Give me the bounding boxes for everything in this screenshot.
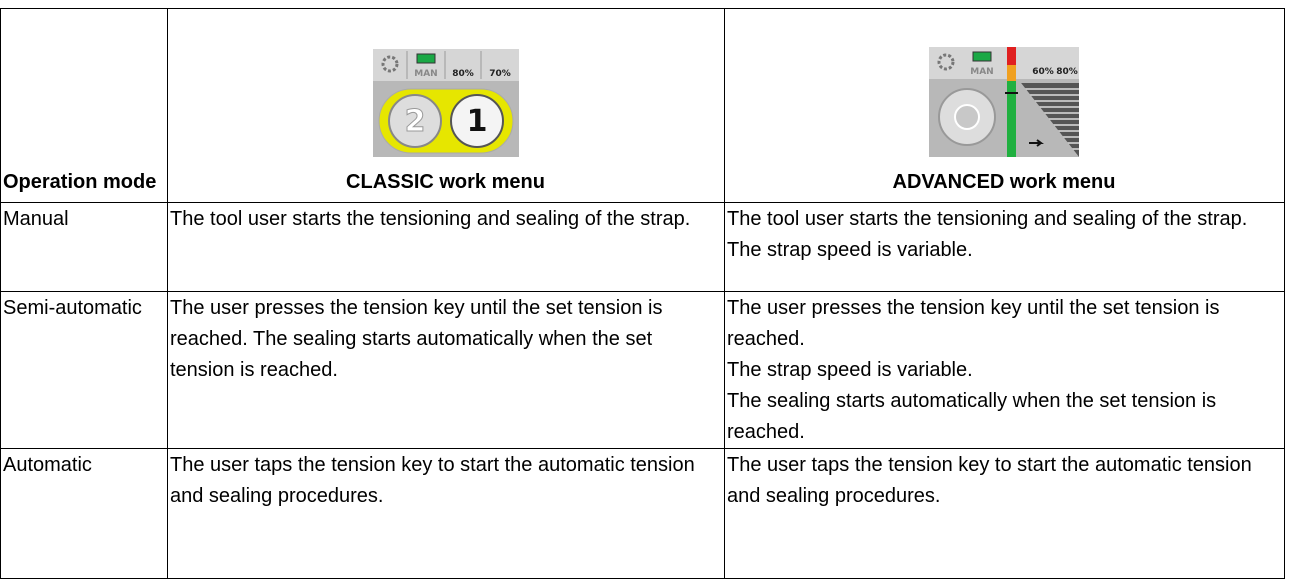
cell-text: The user presses the tension key until t… (170, 297, 663, 381)
page: Operation mode MAN 80% 70% 2 1 CLASSIC w… (0, 8, 1285, 579)
header-cell: Operation mode (0, 8, 168, 203)
cell: Semi-automatic (0, 291, 168, 449)
row: Semi-automatic The user presses the tens… (0, 291, 1285, 449)
cell: The user presses the tension key until t… (167, 291, 725, 449)
icon-text: 80% (452, 69, 474, 79)
mode-name: Manual (3, 208, 69, 230)
header-cell: MAN 80% 70% 2 1 CLASSIC work menu (167, 8, 725, 203)
cell: The user taps the tension key to start t… (167, 448, 725, 579)
classic-icon: MAN 80% 70% 2 1 (372, 49, 519, 157)
cell: The user presses the tension key until t… (724, 291, 1285, 449)
header-text: Operation mode (3, 171, 157, 193)
cell: The tool user starts the tensioning and … (724, 202, 1285, 292)
icon-text: MAN (970, 67, 993, 77)
icon-text: 80% (1056, 67, 1078, 77)
row: Manual The tool user starts the tensioni… (0, 202, 1285, 292)
mode-name: Automatic (3, 454, 92, 476)
icon-text: MAN (414, 69, 437, 79)
cell-text: The user presses the tension key until t… (727, 297, 1220, 350)
cell-text: The sealing starts automatically when th… (727, 390, 1217, 443)
advanced-icon: MAN 60% 80% (929, 47, 1079, 157)
cell-text: The strap speed is variable. (727, 359, 973, 381)
cell-text: The tool user starts the tensioning and … (170, 208, 691, 230)
cell: Manual (0, 202, 168, 292)
icon-text: 1 (466, 104, 487, 139)
cell: The user taps the tension key to start t… (724, 448, 1285, 579)
cell-text: The user taps the tension key to start t… (170, 454, 695, 507)
cell-text: The tool user starts the tensioning and … (727, 208, 1248, 230)
icon-text: 60% (1032, 67, 1054, 77)
mode-name: Semi-automatic (3, 297, 142, 319)
icon-text: 2 (404, 104, 425, 139)
cell-text: The strap speed is variable. (727, 239, 973, 261)
header-cell: MAN 60% 80% ADVANCED work menu (724, 8, 1285, 203)
icon-text: 70% (489, 69, 511, 79)
header-text: CLASSIC work menu (346, 171, 545, 193)
cell: Automatic (0, 448, 168, 579)
cell-text: The user taps the tension key to start t… (727, 454, 1252, 507)
mode-table: Operation mode MAN 80% 70% 2 1 CLASSIC w… (0, 8, 1285, 579)
cell: The tool user starts the tensioning and … (167, 202, 725, 292)
header-row: Operation mode MAN 80% 70% 2 1 CLASSIC w… (0, 8, 1285, 203)
row: Automatic The user taps the tension key … (0, 448, 1285, 579)
header-text: ADVANCED work menu (892, 171, 1116, 193)
